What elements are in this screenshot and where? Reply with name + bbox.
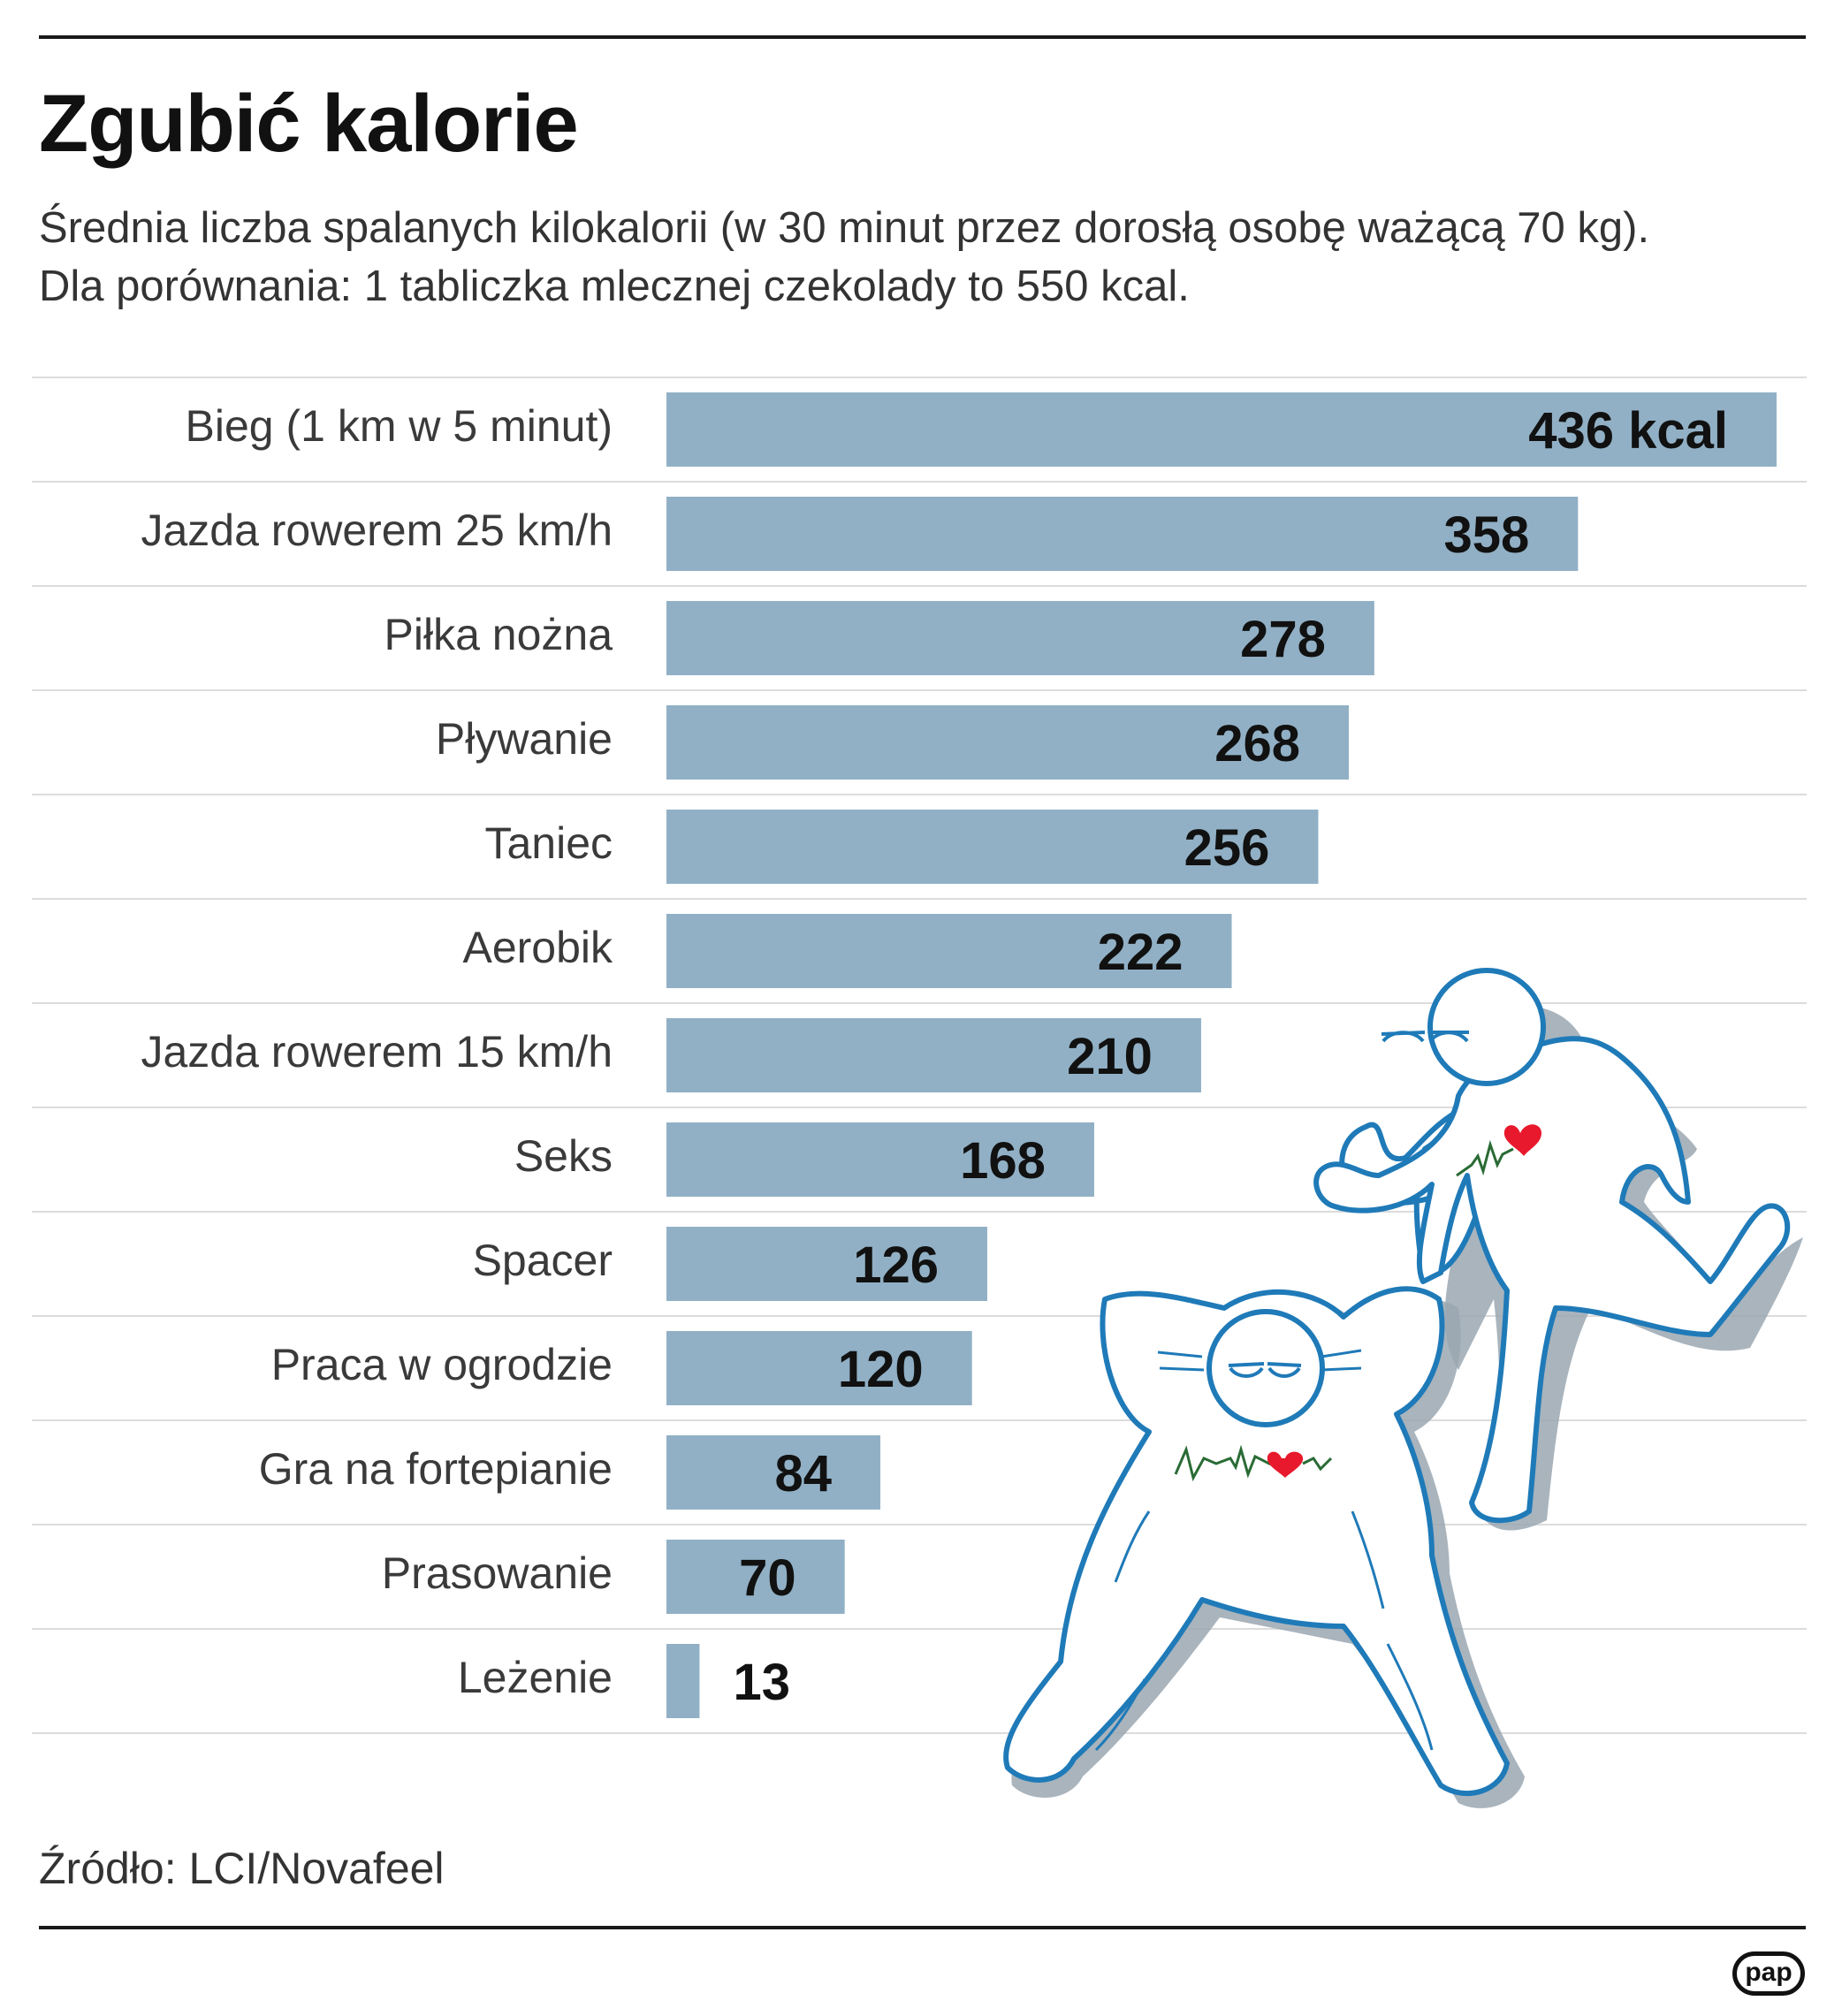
- category-label: Spacer: [473, 1236, 613, 1285]
- bar: [666, 1227, 987, 1301]
- bars: [666, 392, 1777, 1718]
- chart-title: Zgubić kalorie: [39, 79, 579, 169]
- category-label: Aerobik: [462, 923, 613, 972]
- value-label: 168: [960, 1132, 1046, 1190]
- bar: [666, 1644, 700, 1718]
- lying-figure-eyes: [1228, 1362, 1302, 1378]
- value-label: 70: [739, 1549, 796, 1607]
- figures-illustration: [1003, 968, 1803, 1808]
- standing-figure-body: [1313, 1036, 1791, 1524]
- category-label: Prasowanie: [382, 1548, 613, 1598]
- standing-figure-pulse: [1456, 1139, 1514, 1177]
- value-label: 436 kcal: [1528, 402, 1728, 460]
- value-label: 278: [1240, 611, 1326, 668]
- bar: [666, 392, 1777, 467]
- lying-figure-heart-icon: [1267, 1451, 1304, 1478]
- bar: [666, 914, 1232, 988]
- category-label: Jazda rowerem 25 km/h: [141, 506, 613, 555]
- category-label: Taniec: [484, 818, 613, 868]
- bar: [666, 1122, 1094, 1197]
- top-rule: [39, 35, 1806, 39]
- lying-figure-whiskers: [1157, 1349, 1362, 1372]
- bottom-rule: [39, 1926, 1806, 1929]
- standing-figure-heart-icon: [1503, 1124, 1541, 1156]
- lying-figure-head: [1206, 1309, 1325, 1427]
- value-label: 358: [1444, 506, 1530, 564]
- category-label: Gra na fortepianie: [259, 1444, 613, 1494]
- category-label: Seks: [514, 1131, 613, 1181]
- lying-figure-icon: [1003, 1286, 1510, 1796]
- category-label: Pływanie: [436, 714, 613, 764]
- subtitle-line-1: Średnia liczba spalanych kilokalorii (w …: [39, 204, 1650, 252]
- category-labels: Bieg (1 km w 5 minut) Jazda rowerem 25 km…: [141, 401, 613, 1702]
- category-label: Praca w ogrodzie: [271, 1340, 613, 1389]
- chart-subtitle: Średnia liczba spalanych kilokalorii (w …: [39, 199, 1807, 316]
- value-label: 120: [838, 1341, 924, 1398]
- row-separators: [32, 377, 1807, 1734]
- bar: [666, 1540, 845, 1614]
- category-label: Jazda rowerem 15 km/h: [141, 1027, 613, 1076]
- value-label: 256: [1184, 819, 1270, 877]
- value-label: 222: [1098, 924, 1184, 981]
- lying-figure-body-lines: [1094, 1510, 1434, 1752]
- standing-figure-head: [1427, 968, 1546, 1086]
- subtitle-line-2: Dla porównania: 1 tabliczka mlecznej cze…: [39, 262, 1190, 310]
- bar: [666, 1435, 880, 1510]
- bar: [666, 497, 1579, 571]
- value-label: 126: [853, 1236, 939, 1294]
- bar: [666, 601, 1374, 675]
- lying-figure-pulse-tail: [1302, 1457, 1333, 1472]
- value-label: 210: [1067, 1028, 1153, 1085]
- bar: [666, 810, 1319, 884]
- category-label: Bieg (1 km w 5 minut): [186, 401, 613, 451]
- value-label: 13: [733, 1654, 790, 1711]
- lying-figure-pulse: [1174, 1444, 1279, 1482]
- bar: [666, 705, 1350, 780]
- value-label: 84: [774, 1445, 832, 1502]
- bar: [666, 1331, 972, 1405]
- category-label: Leżenie: [458, 1653, 613, 1702]
- source-note: Źródło: LCI/Novafeel: [39, 1844, 445, 1893]
- value-label: 268: [1214, 715, 1300, 772]
- category-label: Piłka nożna: [384, 610, 613, 659]
- bar: [666, 1018, 1201, 1092]
- standing-figure-eyes: [1381, 1031, 1469, 1043]
- pap-logo: pap: [1732, 1951, 1805, 1996]
